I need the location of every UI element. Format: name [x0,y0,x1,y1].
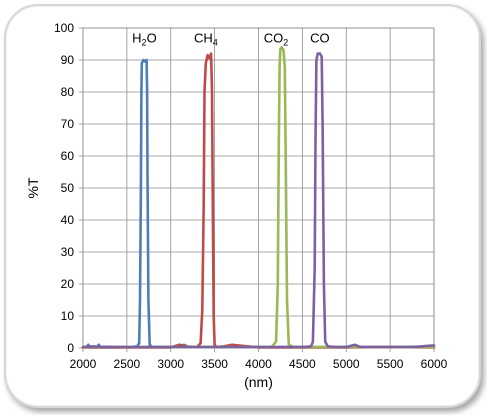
y-tick-label: 70 [61,117,75,131]
series-co-line [81,52,436,349]
x-tick-label: 4500 [289,357,316,371]
series-lines [81,45,436,349]
x-tick-label: 2000 [70,357,97,371]
y-tick-label: 60 [61,149,75,163]
x-tick-label: 4000 [245,357,272,371]
peak-label-ch4: CH4 [194,30,218,47]
peak-labels: H2O CH4 CO2 CO [132,30,330,47]
y-tick-label: 30 [61,245,75,259]
y-axis-label: %T [25,177,41,198]
x-tick-label: 3500 [201,357,228,371]
y-tick-label: 40 [61,213,75,227]
x-axis-label: (nm) [244,374,273,390]
x-tick-label: 5500 [377,357,404,371]
x-tick-label: 5000 [333,357,360,371]
peak-label-co2: CO2 [264,30,289,47]
axes: 0 10 20 30 40 50 60 70 80 90 100 2000 2500 3000 3500 40… [54,21,448,371]
peak-label-h2o: H2O [132,30,157,47]
y-tick-label: 80 [61,85,75,99]
x-tick-label: 3000 [157,357,184,371]
y-tick-label: 0 [67,341,74,355]
y-tick-label: 20 [61,277,75,291]
peak-label-co: CO [310,30,330,45]
x-tick-label: 6000 [421,357,448,371]
y-tick-label: 90 [61,53,75,67]
y-tick-label: 50 [61,181,75,195]
y-tick-label: 100 [54,21,74,35]
y-tick-label: 10 [61,309,75,323]
x-tick-label: 2500 [114,357,141,371]
